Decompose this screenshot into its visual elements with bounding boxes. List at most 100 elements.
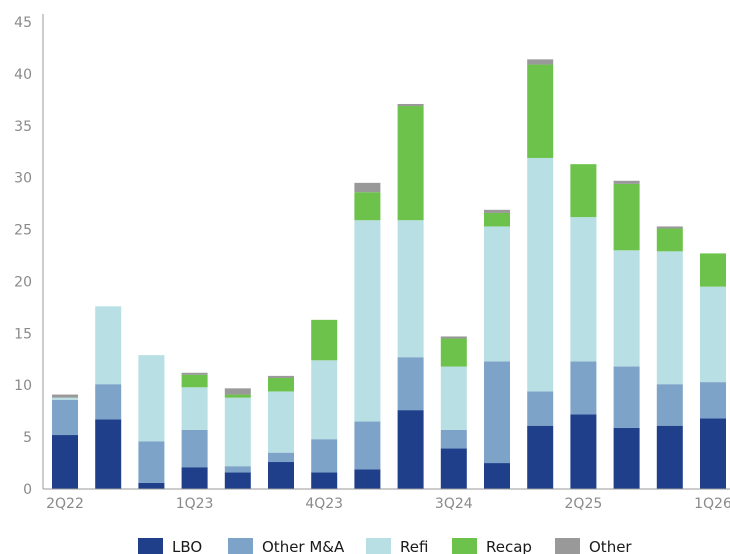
bar-segment-lbo-1q26 bbox=[700, 418, 726, 489]
bar-segment-refi-3q25 bbox=[613, 250, 640, 367]
bar-segment-refi-1q23 bbox=[181, 387, 208, 430]
bar-segment-other-3q25 bbox=[613, 180, 640, 184]
y-tick-label: 15 bbox=[14, 326, 32, 342]
bar-segment-other-4q24 bbox=[484, 209, 510, 213]
y-tick-label: 5 bbox=[23, 430, 32, 446]
bar-segment-lbo-3q22 bbox=[95, 419, 122, 489]
bar-segment-other-m-a-2q25 bbox=[570, 361, 597, 415]
bar-segment-refi-1q25 bbox=[527, 157, 554, 392]
bar-segment-lbo-3q24 bbox=[440, 448, 467, 489]
y-axis-ticks: 0 5 10 15 20 25 30 35 40 45 bbox=[14, 15, 32, 498]
bar-segment-refi-1q26 bbox=[700, 286, 726, 383]
bar-segment-lbo-2q24 bbox=[397, 410, 424, 489]
bar-segment-refi-4q25 bbox=[656, 251, 683, 385]
bar-segment-refi-1q24 bbox=[354, 220, 381, 422]
bar-segment-recap-4q25 bbox=[656, 228, 683, 252]
bar-segment-other-m-a-4q24 bbox=[484, 361, 510, 464]
x-tick-label: 4Q23 bbox=[305, 496, 343, 512]
bar-segment-other-m-a-1q25 bbox=[527, 391, 554, 426]
bar-segment-other-m-a-2q23 bbox=[224, 466, 251, 473]
bar-segment-lbo-2q22 bbox=[52, 435, 78, 489]
bar-segment-other-1q23 bbox=[181, 372, 208, 375]
y-tick-label: 45 bbox=[14, 15, 32, 31]
bar-segment-recap-3q25 bbox=[613, 183, 640, 251]
bar-segment-lbo-3q23 bbox=[268, 462, 294, 489]
legend-label: Other M&A bbox=[262, 538, 345, 554]
bar-segment-refi-2q23 bbox=[224, 397, 251, 467]
bar-segment-refi-4q23 bbox=[311, 360, 338, 440]
bar-segment-lbo-1q25 bbox=[527, 425, 554, 489]
bar-segment-refi-4q24 bbox=[484, 226, 510, 362]
bar-segment-other-m-a-3q22 bbox=[95, 384, 122, 420]
bar-segment-lbo-4q22 bbox=[138, 482, 165, 489]
bar-segment-lbo-4q24 bbox=[484, 463, 510, 489]
bar-segment-lbo-3q25 bbox=[613, 427, 640, 489]
bar-segment-other-4q25 bbox=[656, 226, 683, 229]
y-tick-label: 10 bbox=[14, 378, 32, 394]
bar-segment-other-2q24 bbox=[397, 103, 424, 107]
bar-segment-recap-1q25 bbox=[527, 64, 554, 158]
bar-segment-recap-3q24 bbox=[440, 338, 467, 367]
bar-segment-other-2q22 bbox=[52, 394, 78, 398]
y-tick-label: 40 bbox=[14, 67, 32, 83]
bar-segment-other-1q24 bbox=[354, 182, 381, 193]
x-axis-ticks: 2Q22 1Q23 4Q23 3Q24 2Q25 1Q26 bbox=[46, 496, 730, 512]
legend-swatch bbox=[366, 538, 391, 554]
legend-label: Recap bbox=[486, 538, 532, 554]
bar-segment-other-m-a-2q22 bbox=[52, 399, 78, 436]
bar-segment-lbo-4q23 bbox=[311, 472, 338, 489]
legend-label: Refi bbox=[400, 538, 428, 554]
bar-segment-recap-4q23 bbox=[311, 319, 338, 361]
bar-segment-lbo-1q24 bbox=[354, 469, 381, 489]
bar-segment-other-m-a-3q25 bbox=[613, 366, 640, 428]
legend: LBO Other M&A Refi Recap Other bbox=[138, 538, 632, 554]
bar-segment-recap-4q24 bbox=[484, 212, 510, 227]
bar-segment-other-2q23 bbox=[224, 388, 251, 395]
bar-segment-refi-2q22 bbox=[52, 397, 78, 400]
bar-segment-refi-2q25 bbox=[570, 217, 597, 362]
bar-segment-other-1q25 bbox=[527, 59, 554, 65]
legend-swatch bbox=[138, 538, 163, 554]
bar-segment-other-m-a-3q23 bbox=[268, 452, 294, 463]
legend-swatch bbox=[452, 538, 477, 554]
bar-segment-refi-2q24 bbox=[397, 220, 424, 358]
bar-segment-other-m-a-1q26 bbox=[700, 382, 726, 419]
x-tick-label: 2Q22 bbox=[46, 496, 84, 512]
bar-segment-lbo-4q25 bbox=[656, 425, 683, 489]
bar-segment-other-m-a-4q22 bbox=[138, 441, 165, 483]
x-tick-label: 2Q25 bbox=[565, 496, 603, 512]
bar-segment-recap-1q23 bbox=[181, 374, 208, 388]
bar-segment-recap-1q26 bbox=[700, 253, 726, 287]
legend-swatch bbox=[555, 538, 580, 554]
bar-segment-other-m-a-1q23 bbox=[181, 429, 208, 468]
bar-segment-recap-1q24 bbox=[354, 192, 381, 221]
y-tick-label: 35 bbox=[14, 119, 32, 135]
bar-segment-other-m-a-4q25 bbox=[656, 384, 683, 426]
legend-label: LBO bbox=[172, 538, 202, 554]
bar-segment-refi-3q22 bbox=[95, 306, 122, 385]
x-tick-label: 1Q23 bbox=[176, 496, 214, 512]
bar-segment-recap-2q23 bbox=[224, 394, 251, 398]
x-tick-label: 1Q26 bbox=[694, 496, 730, 512]
bar-segment-lbo-1q23 bbox=[181, 467, 208, 489]
bar-segment-lbo-2q25 bbox=[570, 414, 597, 489]
bar-segment-recap-2q24 bbox=[397, 106, 424, 221]
bar-segment-other-m-a-2q24 bbox=[397, 357, 424, 411]
bar-segment-recap-2q25 bbox=[570, 164, 597, 218]
y-tick-label: 25 bbox=[14, 223, 32, 239]
bars-group bbox=[52, 59, 726, 489]
y-tick-label: 0 bbox=[23, 482, 32, 498]
bar-segment-other-m-a-1q24 bbox=[354, 421, 381, 470]
legend-label: Other bbox=[589, 538, 632, 554]
y-tick-label: 30 bbox=[14, 171, 32, 187]
bar-segment-refi-3q24 bbox=[440, 366, 467, 430]
bar-segment-other-m-a-3q24 bbox=[440, 429, 467, 449]
bar-segment-other-m-a-4q23 bbox=[311, 439, 338, 473]
bar-segment-refi-3q23 bbox=[268, 391, 294, 453]
bar-segment-refi-4q22 bbox=[138, 355, 165, 442]
bar-segment-other-3q24 bbox=[440, 336, 467, 339]
x-tick-label: 3Q24 bbox=[435, 496, 473, 512]
y-tick-label: 20 bbox=[14, 274, 32, 290]
bar-segment-recap-3q23 bbox=[268, 377, 294, 392]
